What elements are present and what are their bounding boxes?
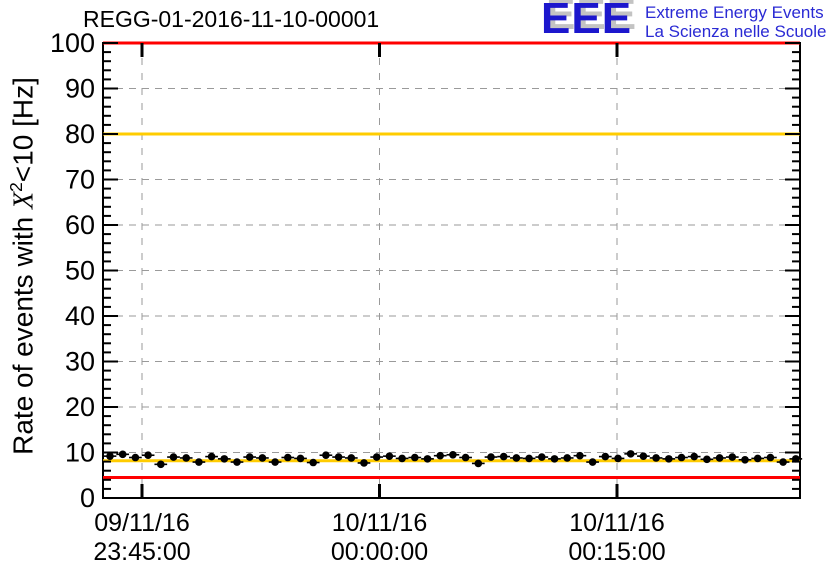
data-point [677,453,686,462]
chi-exponent: 2 [6,182,26,192]
x-tick-date-label: 10/11/16 [332,509,427,537]
data-point [347,454,356,462]
data-point [157,460,165,469]
data-point [436,451,445,460]
data-point [258,454,267,462]
data-point [284,453,292,462]
eee-logo-line2: La Scienza nelle Scuole [645,22,827,41]
data-point [525,454,533,463]
data-point [461,453,470,462]
data-point [614,454,622,463]
data-point [322,451,330,460]
plot-title: REGG-01-2016-11-10-00001 [83,6,380,32]
data-point [601,452,610,461]
data-point [538,453,546,461]
x-tick-time-label: 00:00:00 [331,538,428,566]
data-point [741,455,749,464]
data-point [423,455,432,463]
data-point [512,454,521,462]
data-point [372,453,381,461]
data-point [626,450,635,458]
data-point [576,451,584,460]
x-tick-time-label: 00:15:00 [568,538,665,566]
data-point [563,454,571,462]
data-point [766,453,775,462]
y-tick-label: 60 [65,210,95,240]
y-tick-label: 0 [80,483,95,513]
data-point [753,454,762,463]
y-tick-label: 20 [65,392,95,422]
data-point [652,454,660,462]
y-tick-label: 90 [65,74,95,104]
y-tick-label: 30 [65,347,95,377]
data-point [588,458,597,466]
data-point [703,455,711,464]
data-point [106,452,114,460]
data-point [779,458,787,466]
data-point [449,450,457,459]
data-point [309,458,318,467]
y-axis-title-prefix: Rate of events with [7,208,39,455]
data-point [220,455,229,463]
eee-logo-icon: EEE [541,0,633,43]
data-point [360,459,368,467]
data-point [131,453,140,462]
y-axis-title-suffix: <10 [Hz] [7,77,39,183]
data-point [271,458,279,466]
data-point [245,453,254,461]
y-tick-label: 70 [65,165,95,195]
data-point [550,455,559,463]
data-point [474,459,483,468]
data-point [207,452,216,461]
x-tick-date-label: 09/11/16 [94,509,189,537]
data-point [487,453,495,461]
data-point [411,453,419,462]
y-tick-label: 50 [65,256,95,286]
x-tick-date-label: 10/11/16 [569,509,664,537]
data-point [118,450,127,459]
data-point [334,453,343,461]
data-point [792,455,800,463]
eee-logo-line1: Extreme Energy Events [645,3,824,22]
data-point [499,452,508,461]
data-point [665,455,673,463]
y-tick-label: 40 [65,301,95,331]
data-point [296,454,305,463]
y-tick-label: 10 [65,438,95,468]
data-point [715,454,724,462]
data-point [182,454,190,462]
data-point [233,458,241,466]
x-tick-time-label: 23:45:00 [93,538,190,566]
data-point [169,453,178,461]
y-axis-title: Rate of events with X2<10 [Hz] [6,26,42,506]
data-point [144,451,152,460]
chi-variable: X [8,191,40,209]
y-tick-label: 80 [65,119,95,149]
data-point [385,452,394,460]
data-point [398,454,406,463]
data-point [195,458,203,466]
y-tick-label: 100 [50,28,95,58]
data-point [690,452,698,461]
data-point [639,452,648,460]
data-point [728,453,737,461]
